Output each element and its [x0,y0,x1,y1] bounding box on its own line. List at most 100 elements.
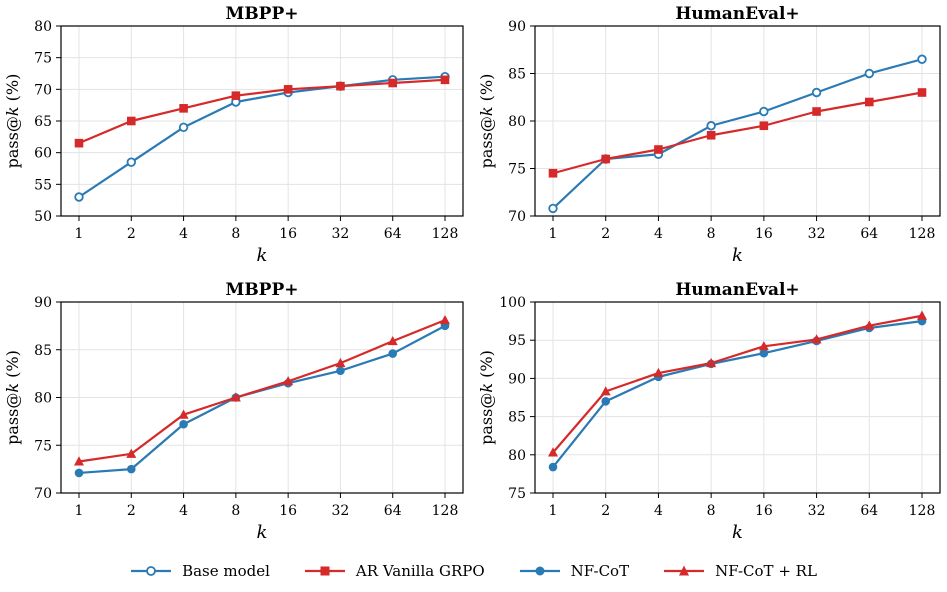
legend-label: NF-CoT [570,562,630,580]
data-point [388,349,398,358]
series-nf-cot-rl [548,310,927,457]
data-point [230,392,241,402]
plot-frame [534,301,941,494]
data-point [336,366,345,376]
x-axis-label: k [732,245,743,266]
grid [535,301,940,494]
series-ar-vanilla-grpo [74,75,450,148]
data-point [283,376,294,386]
data-point [600,386,611,396]
series-ar-vanilla-grpo [548,88,927,178]
y-tick-label: 85 [34,343,52,359]
y-axis-label: pass@k (%) [477,74,496,169]
y-tick-label: 55 [34,177,52,193]
data-point [74,468,84,478]
data-point [812,107,821,116]
x-tick-label: 64 [384,503,402,519]
x-tick-label: 4 [654,226,663,242]
y-axis-label: pass@k (%) [3,350,22,445]
x-axis-label: k [732,522,743,543]
data-point [178,122,189,133]
x-tick-label: 16 [755,226,773,242]
series-line [78,75,446,198]
y-tick-label: 50 [34,209,52,225]
data-point [179,419,188,429]
x-tick-label: 64 [860,226,878,242]
y-tick-label: 85 [508,67,526,83]
x-tick-label: 16 [279,226,297,242]
x-tick-label: 4 [654,503,663,519]
x-axis-label: k [257,245,268,266]
x-tick-label: 2 [127,226,136,242]
legend-label: Base model [182,562,270,580]
legend-item-nf-cot-rl: NF-CoT + RL [663,562,817,580]
x-tick-label: 1 [549,226,558,242]
y-tick-label: 65 [34,114,52,130]
data-point [654,145,663,154]
x-tick-label: 32 [808,503,826,519]
data-point [759,106,769,117]
x-tick-label: 64 [384,226,402,242]
legend-label: AR Vanilla GRPO [355,562,485,580]
data-point [231,91,241,100]
y-tick-label: 100 [499,295,526,311]
data-point [811,87,822,98]
data-point [759,121,769,131]
y-tick-label: 80 [508,114,526,130]
x-tick-label: 16 [755,503,773,519]
y-tick-label: 70 [508,209,526,225]
x-tick-label: 1 [75,503,84,519]
y-tick-label: 75 [34,51,52,67]
data-point [917,54,927,64]
y-tick-label: 75 [508,162,526,178]
data-point [126,464,136,474]
x-tick-label: 32 [808,226,826,242]
x-tick-label: 64 [860,503,878,519]
chart-title: HumanEval+ [675,4,799,24]
data-point [126,448,137,458]
legend: Base model AR Vanilla GRPO NF-CoT NF-CoT… [0,556,947,586]
x-tick-label: 16 [279,503,297,519]
data-point [336,81,345,91]
y-tick-label: 90 [34,295,52,311]
x-tick-label: 1 [75,226,84,242]
legend-marker-filled-circle-icon [519,566,560,576]
x-tick-label: 8 [231,503,240,519]
data-point [388,78,398,88]
data-point [653,367,664,378]
data-point [864,68,874,79]
x-tick-label: 128 [909,503,936,519]
series-line [552,320,923,468]
x-tick-label: 128 [909,226,936,242]
data-point [440,314,450,325]
x-tick-label: 128 [432,226,459,242]
y-tick-label: 80 [508,448,526,464]
data-point [758,341,769,351]
y-axis-label: pass@k (%) [477,350,496,445]
data-point [548,447,558,457]
legend-marker-open-circle-icon [131,566,172,576]
series-line [78,319,446,463]
chart-panel-4: 1 2 4 8 16 32 64 128 75 80 85 90 95 100 HumanEval+ k pas… [477,280,941,543]
data-point [759,348,769,358]
data-point [126,157,136,167]
data-point [440,75,450,85]
legend-item-base-model: Base model [130,562,270,580]
y-tick-label: 75 [34,438,52,454]
data-point [864,320,875,330]
data-point [601,154,611,164]
x-tick-label: 8 [707,226,716,242]
y-tick-label: 90 [508,19,526,35]
y-tick-label: 95 [508,333,526,349]
series-line [78,78,446,145]
grid [535,25,940,217]
grid [61,25,463,217]
x-tick-label: 2 [127,503,136,519]
x-tick-label: 2 [601,503,610,519]
y-tick-label: 75 [508,486,526,502]
x-tick-label: 8 [231,226,240,242]
chart-title: HumanEval+ [675,280,799,300]
legend-marker-square-icon [304,566,345,576]
x-tick-label: 8 [707,503,716,519]
series-line [552,58,923,210]
